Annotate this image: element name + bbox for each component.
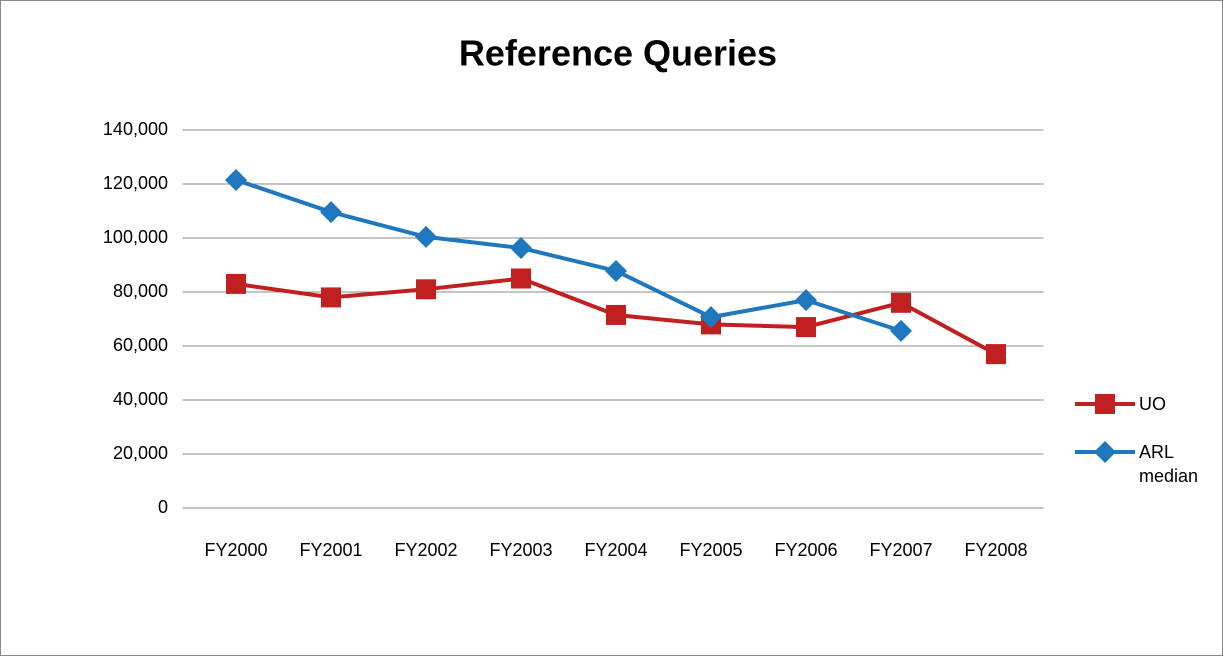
chart-title: Reference Queries (459, 33, 777, 74)
data-point (225, 168, 247, 191)
x-tick-label: FY2000 (204, 540, 267, 560)
x-tick-label: FY2001 (299, 540, 362, 560)
data-point (890, 319, 912, 342)
x-tick-label: FY2005 (679, 540, 742, 560)
data-point (320, 201, 342, 224)
data-point (321, 287, 341, 308)
data-point (511, 268, 531, 289)
data-point (795, 289, 817, 312)
series-line (235, 178, 902, 333)
data-point (891, 292, 911, 313)
data-point (510, 236, 532, 259)
legend-label: UO (1139, 394, 1166, 414)
data-point (416, 279, 436, 300)
legend-marker (1095, 394, 1115, 414)
y-tick-label: 0 (158, 497, 168, 517)
y-tick-label: 100,000 (103, 227, 168, 247)
y-tick-label: 140,000 (103, 119, 168, 139)
data-point (606, 304, 626, 325)
y-tick-label: 120,000 (103, 173, 168, 193)
data-point (415, 225, 437, 248)
data-point (605, 259, 627, 282)
x-tick-label: FY2008 (964, 540, 1027, 560)
legend-marker (1094, 441, 1116, 463)
data-point (700, 306, 722, 329)
data-point (986, 344, 1006, 365)
data-point (796, 317, 816, 338)
x-tick-label: FY2004 (584, 540, 647, 560)
y-tick-label: 20,000 (113, 443, 168, 463)
data-point (226, 273, 246, 294)
x-tick-label: FY2006 (774, 540, 837, 560)
x-tick-label: FY2007 (869, 540, 932, 560)
x-tick-label: FY2002 (394, 540, 457, 560)
y-tick-label: 60,000 (113, 335, 168, 355)
x-tick-label: FY2003 (489, 540, 552, 560)
y-tick-label: 80,000 (113, 281, 168, 301)
y-tick-label: 40,000 (113, 389, 168, 409)
legend-label: ARL median (1139, 442, 1199, 486)
